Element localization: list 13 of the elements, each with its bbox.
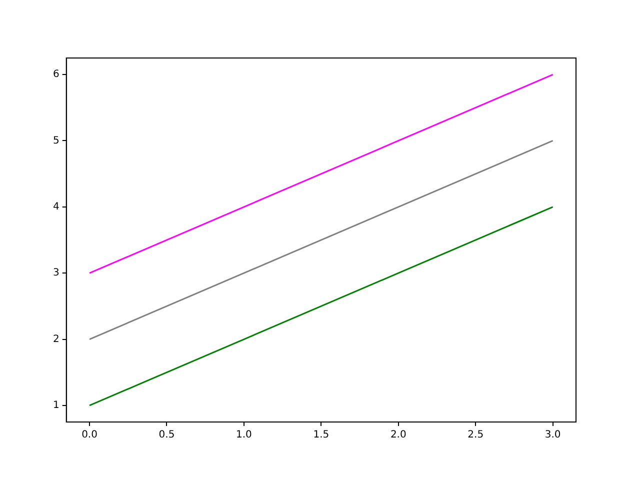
y-tick-label: 2 [52, 334, 60, 345]
x-tick-label: 1.0 [236, 430, 252, 441]
x-tick-label: 0.0 [82, 430, 98, 441]
x-tick-label: 2.0 [390, 430, 406, 441]
y-tick-label: 1 [52, 400, 60, 412]
x-tick-label: 1.5 [313, 430, 330, 441]
x-tick-label: 2.5 [468, 430, 484, 441]
y-tick-label: 6 [52, 69, 60, 80]
x-tick-label: 3.0 [544, 430, 561, 441]
y-tick-label: 5 [52, 135, 60, 146]
x-tick-label: 0.5 [158, 430, 175, 441]
y-tick-label: 3 [52, 268, 60, 279]
y-tick-label: 4 [52, 202, 60, 213]
